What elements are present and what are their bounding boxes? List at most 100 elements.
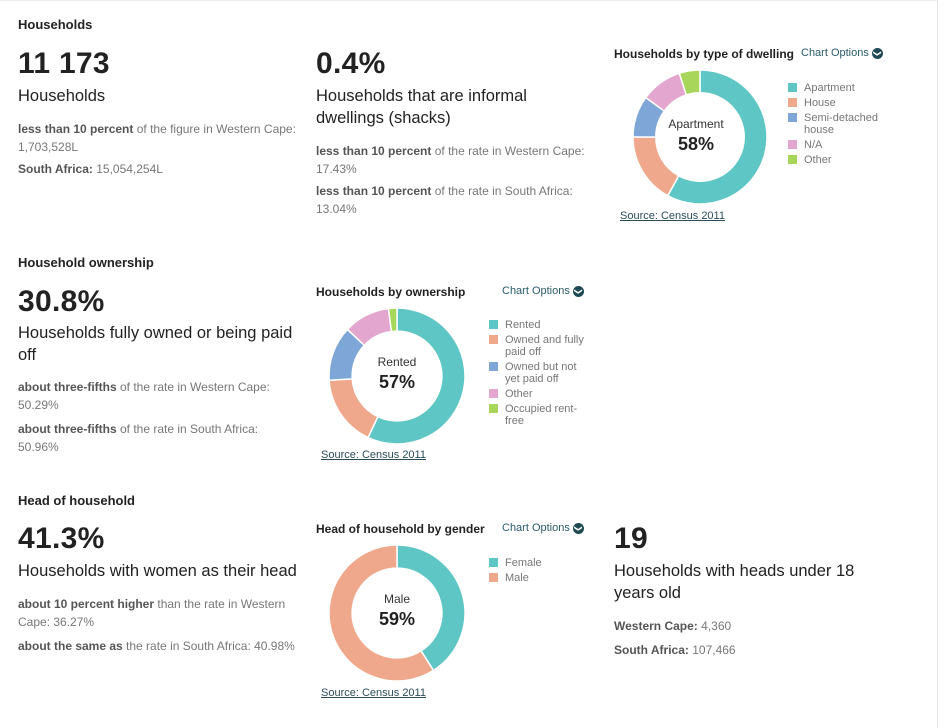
chart-options-label: Chart Options [801,47,869,59]
women-head-value: 41.3% [18,522,105,555]
comparison-text: the rate in South Africa: 40.98% [122,639,295,653]
comparison-text: of the rate in Western Cape: 50.29% [18,380,270,412]
chart-options-label: Chart Options [502,285,570,297]
comparison-bold: South Africa: [614,643,689,657]
informal-dwellings-comparison-wc: less than 10 percent of the rate in West… [316,142,596,178]
informal-dwellings-value: 0.4% [316,47,386,80]
donut-chart-ownership [328,307,466,445]
source-link-dwelling[interactable]: Source: Census 2011 [620,210,725,222]
legend-label: Occupied rent-free [505,403,578,427]
chevron-down-icon: ❯ [572,522,584,534]
legend-item[interactable]: Male [489,572,585,584]
donut-slice-apartment[interactable] [666,69,768,205]
chart-title-gender: Head of household by gender [316,522,485,536]
legend-gender: Female Male [489,557,585,587]
legend-label: Owned and fully paid off [505,334,584,358]
donut-slice-occupied-rent-free[interactable] [387,307,398,333]
legend-item[interactable]: N/A [788,139,884,151]
comparison-bold: about the same as [18,639,123,653]
legend-label: N/A [804,139,823,151]
comparison-text: than the rate in Western Cape: 36.27% [18,597,286,629]
comparison-bold: less than 10 percent [316,144,432,158]
donut-slice-rented[interactable] [367,307,466,445]
legend-item[interactable]: Semi-detached house [788,112,884,136]
comparison-bold: South Africa: [18,162,93,176]
legend-swatch [788,140,797,149]
households-count-comparison-wc: less than 10 percent of the figure in We… [18,120,308,156]
legend-label: Other [804,154,832,166]
legend-item[interactable]: Owned but not yet paid off [489,361,585,385]
legend-swatch [489,335,498,344]
source-link-ownership[interactable]: Source: Census 2011 [321,449,426,461]
legend-item[interactable]: Occupied rent-free [489,403,585,427]
legend-label: Male [505,572,529,584]
comparison-text: 4,360 [697,619,732,633]
legend-label: Semi-detached house [804,112,878,136]
section-title-head: Head of household [18,493,135,508]
comparison-bold: about 10 percent higher [18,597,155,611]
comparison-bold: less than 10 percent [316,184,432,198]
comparison-text: 15,054,254L [92,162,163,176]
comparison-text: of the figure in Western Cape: 1,703,528… [18,122,296,154]
legend-item[interactable]: Owned and fully paid off [489,334,585,358]
donut-chart-dwelling [632,69,768,205]
chart-options-button-ownership[interactable]: Chart Options ❯ [502,285,584,297]
chart-options-button-gender[interactable]: Chart Options ❯ [502,522,584,534]
donut-slice-house[interactable] [632,136,680,197]
comparison-bold: about three-fifths [18,380,117,394]
legend-item[interactable]: Apartment [788,82,884,94]
women-head-comparison-wc: about 10 percent higher than the rate in… [18,595,303,631]
chart-options-button-dwelling[interactable]: Chart Options ❯ [801,47,883,59]
comparison-bold: about three-fifths [18,422,117,436]
legend-item[interactable]: Other [788,154,884,166]
ownership-value: 30.8% [18,285,105,318]
chart-title-ownership: Households by ownership [316,285,466,299]
chart-options-label: Chart Options [502,522,570,534]
under18-head-label: Households with heads under 18 years old [614,562,855,602]
comparison-text: of the rate in South Africa: 13.04% [316,184,573,216]
chevron-down-icon: ❯ [572,285,584,297]
legend-swatch [489,404,498,413]
ownership-label: Households fully owned or being paid off [18,324,293,364]
women-head-comparison-sa: about the same as the rate in South Afri… [18,637,308,655]
under18-head-value: 19 [614,522,648,555]
section-title-households: Households [18,17,93,32]
households-count-comparison-sa: South Africa: 15,054,254L [18,160,308,178]
legend-swatch [788,83,797,92]
donut-slice-male[interactable] [328,544,435,682]
legend-item[interactable]: Rented [489,319,585,331]
legend-ownership: Rented Owned and fully paid off Owned but … [489,319,585,430]
legend-swatch [489,320,498,329]
legend-label: Female [505,557,542,569]
legend-label: Rented [505,319,541,331]
legend-item[interactable]: Female [489,557,585,569]
legend-label: Owned but not yet paid off [505,361,577,385]
legend-swatch [489,558,498,567]
chart-title-dwelling: Households by type of dwelling [614,47,795,61]
under18-comparison-wc: Western Cape: 4,360 [614,617,864,635]
legend-swatch [788,155,797,164]
households-count-value: 11 173 [18,47,110,80]
source-link-gender[interactable]: Source: Census 2011 [321,687,426,699]
legend-swatch [788,98,797,107]
legend-item[interactable]: Other [489,388,585,400]
section-title-ownership: Household ownership [18,255,154,270]
donut-chart-gender [328,544,466,682]
donut-slice-owned-and-fully-paid-off[interactable] [328,378,379,439]
legend-dwelling: Apartment House Semi-detached house N/A Othe… [788,82,884,169]
legend-item[interactable]: House [788,97,884,109]
legend-label: House [804,97,836,109]
legend-swatch [788,113,797,122]
comparison-text: of the rate in South Africa: 50.96% [18,422,259,454]
donut-slice-other[interactable] [678,69,701,96]
ownership-comparison-sa: about three-fifths of the rate in South … [18,420,298,456]
informal-dwellings-comparison-sa: less than 10 percent of the rate in Sout… [316,182,596,218]
informal-dwellings-label: Households that are informal dwellings (… [316,87,527,127]
donut-slice-female[interactable] [396,544,466,672]
women-head-label: Households with women as their head [18,562,297,580]
legend-label: Other [505,388,533,400]
ownership-comparison-wc: about three-fifths of the rate in Wester… [18,378,298,414]
legend-label: Apartment [804,82,855,94]
under18-comparison-sa: South Africa: 107,466 [614,641,864,659]
